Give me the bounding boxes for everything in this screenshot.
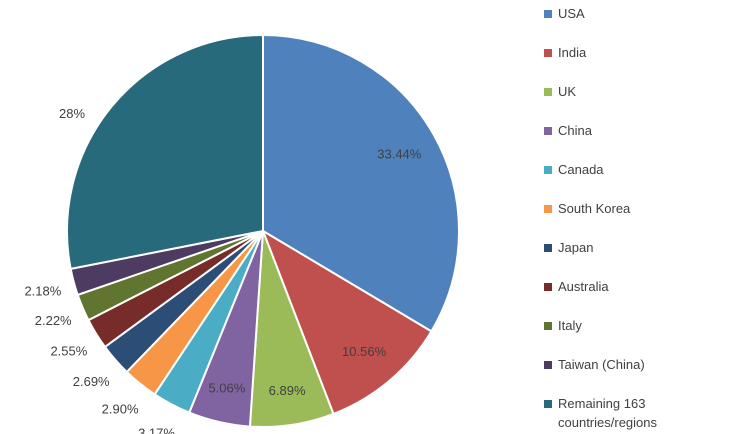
legend-item-italy: Italy xyxy=(544,316,730,355)
legend-item-usa: USA xyxy=(544,4,730,43)
legend-item-canada: Canada xyxy=(544,160,730,199)
legend-swatch xyxy=(544,361,552,369)
legend-label: South Korea xyxy=(558,201,631,216)
data-label-remaining-163-countries-regions: 28% xyxy=(59,106,85,121)
data-label-canada: 3.17% xyxy=(138,426,175,434)
legend-swatch xyxy=(544,49,552,57)
legend-label: UK xyxy=(558,84,577,99)
legend-item-taiwan-china: Taiwan (China) xyxy=(544,355,730,394)
data-label-south-korea: 2.90% xyxy=(102,402,139,417)
legend-item-remaining-163-countries-regions: Remaining 163 countries/regions xyxy=(544,394,730,433)
legend-swatch xyxy=(544,400,552,408)
legend-swatch xyxy=(544,322,552,330)
legend-item-china: China xyxy=(544,121,730,160)
pie-slice-india xyxy=(261,228,433,416)
legend-label: Japan xyxy=(558,240,594,255)
legend-label: Italy xyxy=(558,318,582,333)
legend-item-india: India xyxy=(544,43,730,82)
data-label-taiwan-china: 2.18% xyxy=(24,283,61,298)
legend-label: USA xyxy=(558,6,585,21)
legend-item-australia: Australia xyxy=(544,277,730,316)
legend-label: China xyxy=(558,123,592,138)
legend-label: Remaining 163 countries/regions xyxy=(558,396,657,430)
legend-swatch xyxy=(544,283,552,291)
legend-label: Australia xyxy=(558,279,609,294)
data-label-india: 10.56% xyxy=(342,344,387,359)
legend-label: Canada xyxy=(558,162,604,177)
legend: USA India UK China Canada South Korea Japan Aus… xyxy=(544,4,730,433)
legend-swatch xyxy=(544,244,552,252)
legend-swatch xyxy=(544,88,552,96)
data-label-usa: 33.44% xyxy=(377,147,422,162)
legend-swatch xyxy=(544,205,552,213)
legend-swatch xyxy=(544,10,552,18)
legend-item-south-korea: South Korea xyxy=(544,199,730,238)
legend-item-uk: UK xyxy=(544,82,730,121)
legend-swatch xyxy=(544,166,552,174)
pie-slice-usa xyxy=(262,33,460,333)
data-label-japan: 2.69% xyxy=(73,374,110,389)
data-label-italy: 2.22% xyxy=(35,313,72,328)
data-label-china: 5.06% xyxy=(208,381,245,396)
legend-swatch xyxy=(544,127,552,135)
data-label-uk: 6.89% xyxy=(269,383,306,398)
legend-item-japan: Japan xyxy=(544,238,730,277)
legend-label: Taiwan (China) xyxy=(558,357,645,372)
legend-label: India xyxy=(558,45,587,60)
data-label-australia: 2.55% xyxy=(50,344,87,359)
pie-slice-remaining-163-countries-regions xyxy=(66,33,264,271)
